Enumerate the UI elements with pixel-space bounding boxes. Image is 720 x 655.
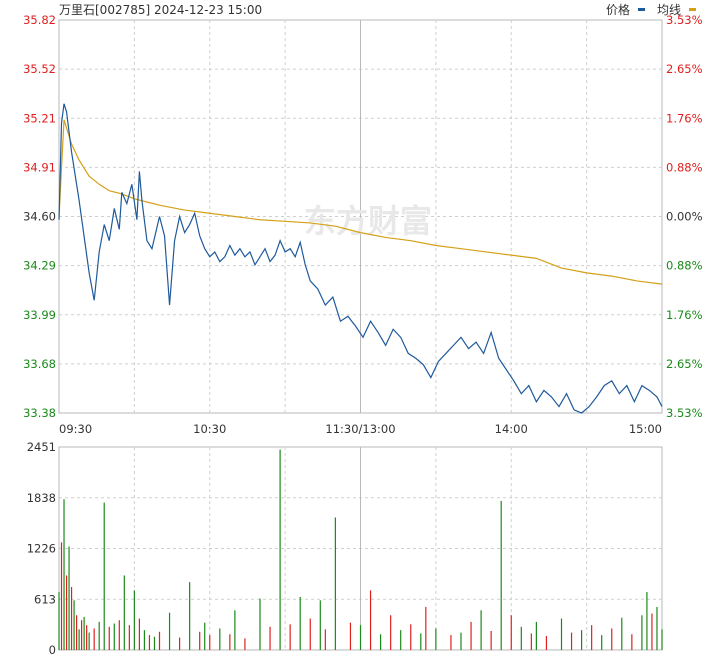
price-tick-label: 35.52 xyxy=(23,62,56,76)
percent-tick-label: 3.53% xyxy=(666,406,703,420)
percent-tick-label: 1.76% xyxy=(666,308,703,322)
legend-price-label: 价格 xyxy=(605,3,630,17)
percent-tick-label: 2.65% xyxy=(666,357,703,371)
time-tick-label: 14:00 xyxy=(495,422,528,436)
chart-legend: 价格 均线 xyxy=(606,1,702,18)
price-tick-label: 33.38 xyxy=(23,406,56,420)
percent-tick-label: 0.88% xyxy=(666,259,703,273)
price-tick-label: 33.99 xyxy=(23,308,56,322)
time-axis: 09:30 10:30 11:30/13:00 14:00 15:00 xyxy=(59,422,662,436)
price-tick-label: 35.82 xyxy=(23,13,56,27)
price-tick-label: 33.68 xyxy=(23,357,56,371)
volume-tick-label: 0 xyxy=(49,643,56,655)
legend-avg-swatch xyxy=(689,8,696,11)
average-price-line xyxy=(58,119,663,285)
volume-tick-label: 1838 xyxy=(27,491,56,505)
price-axis-left: 35.82 35.52 35.21 34.91 34.60 34.29 33.99 33.68… xyxy=(23,13,56,420)
legend-price-swatch xyxy=(637,8,645,11)
price-tick-label: 34.60 xyxy=(23,210,56,224)
percent-tick-label: 0.88% xyxy=(666,160,703,174)
percent-tick-label: 2.65% xyxy=(666,62,703,76)
percent-tick-label: 3.53% xyxy=(666,13,703,27)
price-axis-right: 3.53% 2.65% 1.76% 0.88% 0.00% 0.88% 1.76% 2.65%… xyxy=(666,13,703,420)
time-tick-label: 09:30 xyxy=(59,422,92,436)
time-tick-label: 11:30/13:00 xyxy=(325,422,395,436)
chart-title: 万里石[002785] 2024-12-23 15:00 xyxy=(59,3,263,17)
volume-tick-label: 2451 xyxy=(27,440,56,454)
price-line xyxy=(58,103,663,414)
volume-tick-label: 1226 xyxy=(27,542,56,556)
volume-grid xyxy=(58,446,663,651)
percent-tick-label: 1.76% xyxy=(666,111,703,125)
volume-tick-label: 613 xyxy=(34,592,56,606)
time-tick-label: 15:00 xyxy=(629,422,662,436)
time-tick-label: 10:30 xyxy=(193,422,226,436)
legend-avg-label: 均线 xyxy=(656,3,681,17)
price-tick-label: 34.91 xyxy=(23,160,56,174)
price-grid xyxy=(58,19,663,414)
volume-axis: 2451 1838 1226 613 0 xyxy=(27,440,56,655)
volume-bars xyxy=(58,449,663,650)
price-tick-label: 34.29 xyxy=(23,259,56,273)
percent-tick-label: 0.00% xyxy=(666,210,703,224)
price-series xyxy=(58,103,663,414)
price-tick-label: 35.21 xyxy=(23,111,56,125)
